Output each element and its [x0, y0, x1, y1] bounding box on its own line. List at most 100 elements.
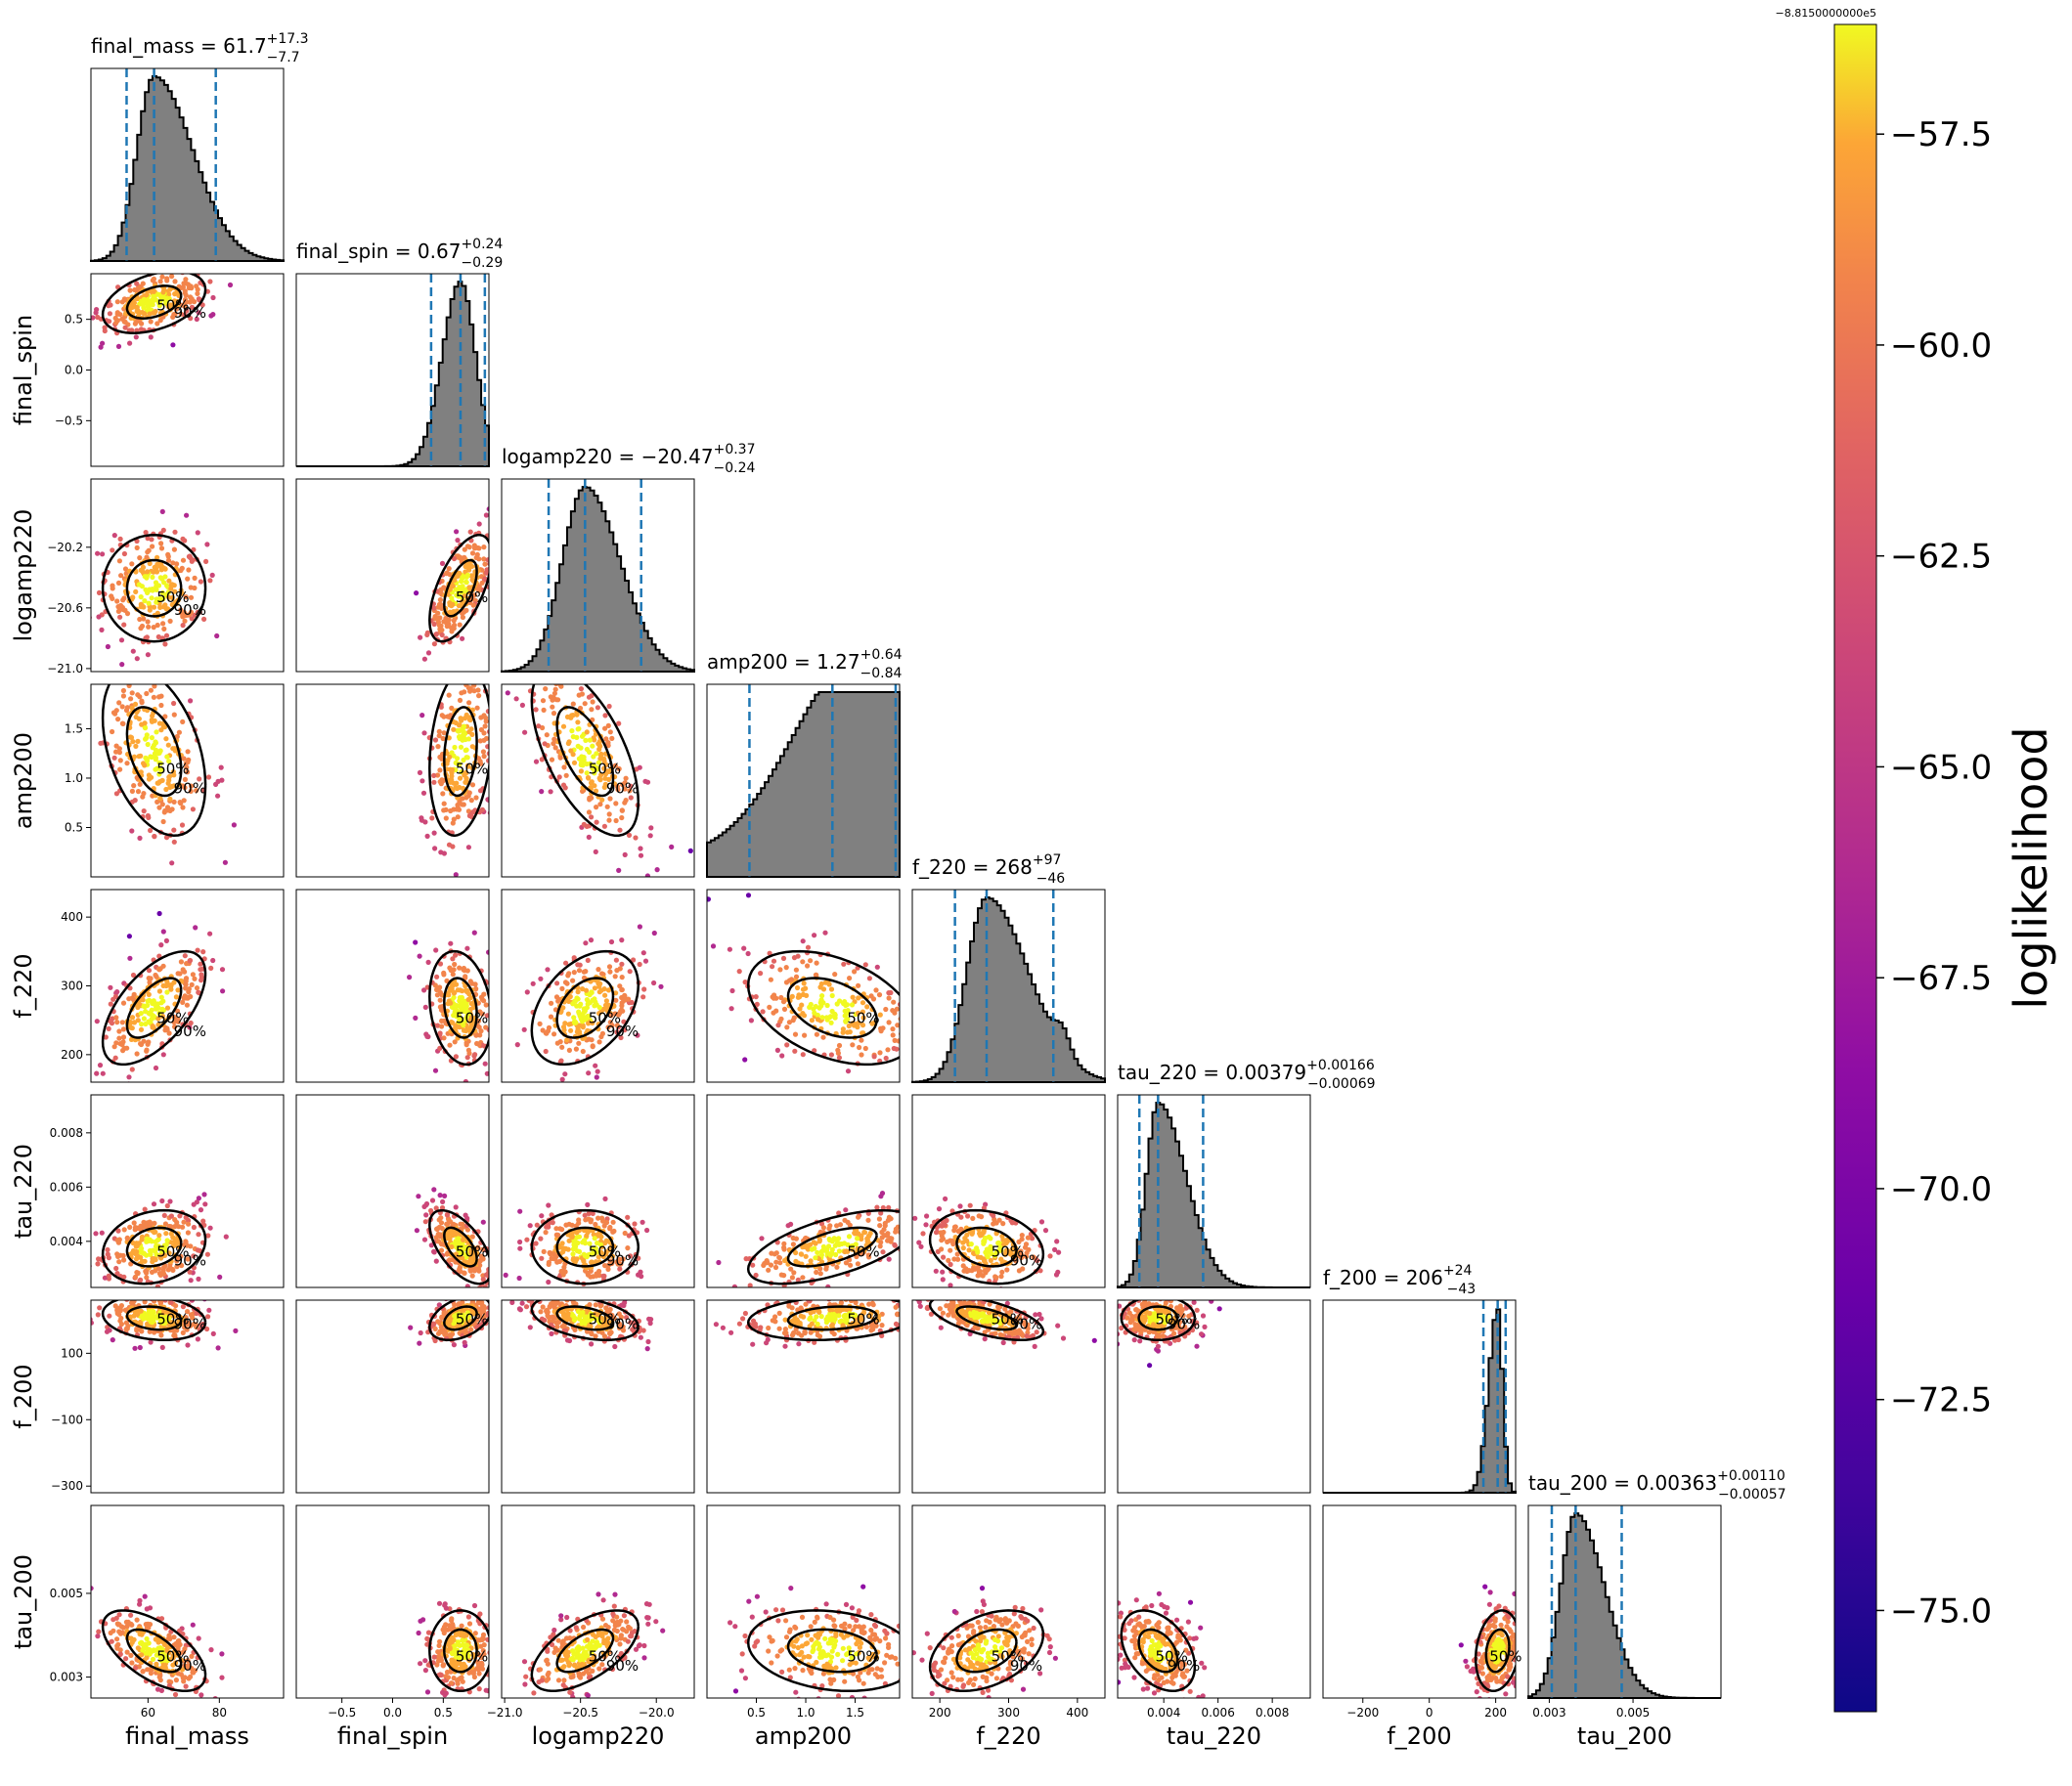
sample-point: [565, 1011, 572, 1017]
sample-point: [107, 311, 112, 317]
sample-point: [108, 1001, 113, 1007]
sample-point: [162, 714, 168, 719]
sample-point: [461, 1312, 466, 1318]
sample-point: [619, 807, 625, 813]
sample-point: [124, 705, 130, 711]
sample-point: [148, 1251, 154, 1257]
sample-point: [550, 704, 555, 710]
sample-point: [166, 759, 172, 764]
sample-point: [447, 1042, 453, 1048]
sample-point: [124, 1236, 130, 1241]
sample-point: [129, 690, 135, 696]
sample-point: [439, 777, 445, 783]
sample-point: [446, 692, 452, 698]
sample-point: [184, 1327, 190, 1332]
sample-point: [413, 1015, 419, 1021]
sample-point: [436, 1217, 442, 1223]
axes-frame: [706, 683, 901, 878]
sample-point: [603, 1249, 609, 1255]
sample-point: [557, 675, 562, 679]
sample-point: [891, 999, 897, 1005]
sample-point: [790, 1018, 796, 1024]
sample-point: [454, 676, 459, 681]
sample-point: [470, 679, 475, 684]
sample-point: [480, 1219, 486, 1225]
sample-point: [161, 1242, 167, 1248]
sample-point: [114, 1020, 120, 1025]
sample-point: [143, 530, 149, 536]
y-tick-label: 400: [61, 910, 83, 924]
sample-point: [164, 1026, 170, 1033]
sample-point: [460, 673, 464, 677]
sample-point: [584, 729, 590, 735]
scatter-points: [707, 893, 900, 1074]
sample-point: [112, 1055, 118, 1061]
sample-point: [602, 1263, 608, 1269]
sample-point: [466, 991, 472, 997]
sample-point: [184, 512, 190, 518]
sample-point: [181, 1219, 187, 1225]
sample-point: [548, 1303, 553, 1309]
sample-point: [456, 603, 462, 609]
sample-point: [463, 779, 468, 785]
sample-point: [449, 1243, 455, 1250]
sample-point: [481, 658, 486, 663]
sample-point: [187, 299, 193, 305]
sample-point: [924, 1213, 930, 1219]
sample-point: [555, 1232, 561, 1238]
sample-point: [605, 1266, 611, 1272]
sample-point: [640, 994, 646, 1000]
sample-point: [849, 1002, 856, 1008]
sample-point: [728, 1006, 734, 1012]
sample-point: [856, 1214, 861, 1220]
sample-point: [768, 1262, 774, 1268]
sample-point: [446, 992, 452, 998]
sample-point: [519, 702, 526, 709]
sample-point: [516, 1275, 522, 1282]
contour-50%: [125, 1226, 183, 1268]
sample-point: [975, 1266, 981, 1272]
panel-f_200-vs-amp200: 50%: [706, 1299, 901, 1494]
sample-point: [803, 1253, 809, 1259]
sample-point: [847, 976, 853, 981]
y-tick-label: −100: [51, 1413, 83, 1426]
sample-point: [171, 839, 177, 845]
sample-point: [460, 614, 465, 621]
sample-point: [795, 1277, 801, 1283]
sample-point: [934, 1229, 940, 1235]
sample-point: [570, 701, 576, 707]
sample-point: [631, 957, 637, 963]
sample-point: [549, 1330, 554, 1336]
sample-point: [96, 589, 103, 596]
sample-point: [177, 971, 183, 977]
sample-point: [574, 712, 580, 718]
sample-point: [1016, 1239, 1022, 1244]
sample-point: [800, 959, 806, 965]
sample-point: [802, 1236, 809, 1241]
sample-point: [585, 957, 591, 964]
sample-point: [546, 1202, 551, 1208]
sample-point: [783, 965, 789, 971]
sample-point: [164, 278, 170, 283]
sample-point: [716, 1259, 722, 1266]
sample-point: [129, 1067, 135, 1072]
sample-point: [658, 983, 664, 989]
sample-point: [638, 1334, 644, 1340]
sample-point: [432, 737, 439, 743]
sample-point: [459, 1291, 463, 1296]
sample-point: [489, 1300, 494, 1305]
sample-point: [133, 714, 139, 720]
sample-point: [554, 1259, 560, 1265]
sample-point: [429, 1198, 436, 1203]
sample-point: [551, 1290, 556, 1295]
title-text: f_220 = 268: [912, 855, 1033, 879]
sample-point: [640, 950, 646, 956]
sample-point: [117, 766, 123, 772]
axes-frame: [501, 478, 695, 673]
sample-point: [590, 997, 595, 1003]
sample-point: [453, 641, 458, 646]
sample-point: [182, 618, 188, 624]
sample-point: [622, 1230, 628, 1237]
sample-point: [164, 989, 170, 995]
sample-point: [920, 1231, 926, 1237]
